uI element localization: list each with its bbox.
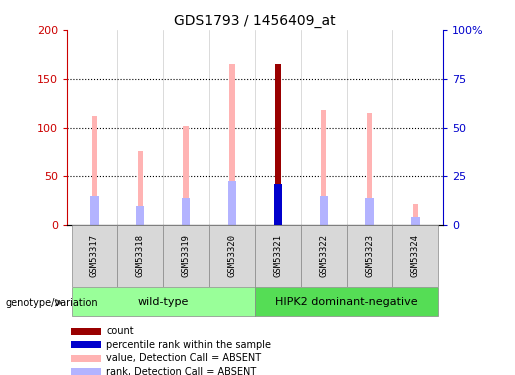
Text: GSM53322: GSM53322 bbox=[319, 234, 328, 278]
Bar bbox=[209, 225, 255, 287]
Text: GSM53324: GSM53324 bbox=[411, 234, 420, 278]
Text: GSM53319: GSM53319 bbox=[182, 234, 191, 278]
Bar bbox=[72, 225, 117, 287]
Bar bbox=[72, 288, 255, 316]
Bar bbox=[321, 110, 327, 225]
Bar bbox=[183, 126, 189, 225]
Bar bbox=[392, 225, 438, 287]
Bar bbox=[72, 341, 101, 348]
Bar bbox=[228, 181, 236, 225]
Text: genotype/variation: genotype/variation bbox=[5, 298, 98, 307]
Bar bbox=[255, 288, 438, 316]
Bar bbox=[275, 64, 281, 225]
Text: GSM53317: GSM53317 bbox=[90, 234, 99, 278]
Bar bbox=[182, 198, 190, 225]
Bar bbox=[138, 151, 143, 225]
Text: wild-type: wild-type bbox=[138, 297, 189, 307]
Bar bbox=[366, 198, 374, 225]
Bar bbox=[367, 113, 372, 225]
Bar bbox=[92, 116, 97, 225]
Bar bbox=[301, 225, 347, 287]
Bar bbox=[72, 368, 101, 375]
Text: GSM53320: GSM53320 bbox=[228, 234, 236, 278]
Text: HIPK2 dominant-negative: HIPK2 dominant-negative bbox=[276, 297, 418, 307]
Bar bbox=[90, 196, 98, 225]
Bar bbox=[411, 217, 420, 225]
Bar bbox=[275, 64, 281, 225]
Bar bbox=[136, 206, 144, 225]
Bar bbox=[413, 204, 418, 225]
Text: GSM53318: GSM53318 bbox=[136, 234, 145, 278]
Bar bbox=[274, 184, 282, 225]
Bar bbox=[72, 328, 101, 334]
Text: percentile rank within the sample: percentile rank within the sample bbox=[107, 340, 271, 350]
Bar bbox=[117, 225, 163, 287]
Text: rank, Detection Call = ABSENT: rank, Detection Call = ABSENT bbox=[107, 367, 256, 375]
Bar bbox=[255, 225, 301, 287]
Bar bbox=[347, 225, 392, 287]
Text: count: count bbox=[107, 326, 134, 336]
Bar bbox=[72, 355, 101, 362]
Title: GDS1793 / 1456409_at: GDS1793 / 1456409_at bbox=[174, 13, 336, 28]
Text: GSM53321: GSM53321 bbox=[273, 234, 282, 278]
Bar bbox=[320, 196, 328, 225]
Bar bbox=[229, 64, 235, 225]
Text: GSM53323: GSM53323 bbox=[365, 234, 374, 278]
Text: value, Detection Call = ABSENT: value, Detection Call = ABSENT bbox=[107, 353, 262, 363]
Bar bbox=[163, 225, 209, 287]
